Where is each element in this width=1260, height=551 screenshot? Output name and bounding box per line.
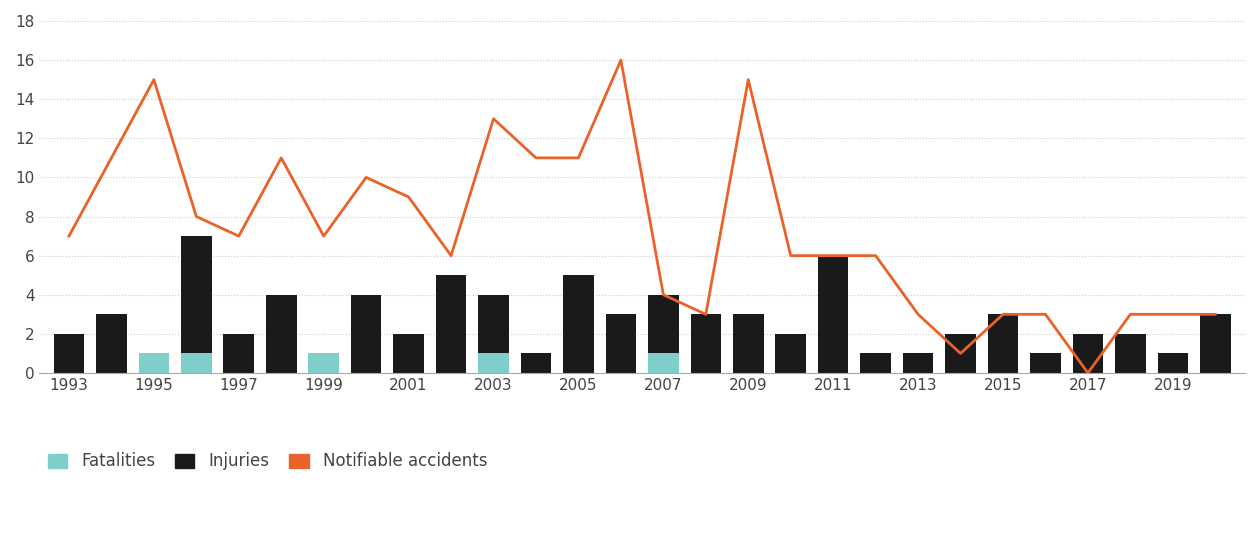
- Bar: [266, 295, 296, 373]
- Bar: [945, 334, 975, 373]
- Bar: [350, 295, 382, 373]
- Bar: [648, 353, 679, 373]
- Bar: [1200, 314, 1231, 373]
- Bar: [690, 314, 721, 373]
- Legend: Fatalities, Injuries, Notifiable accidents: Fatalities, Injuries, Notifiable acciden…: [48, 452, 488, 470]
- Bar: [1115, 334, 1145, 373]
- Bar: [479, 353, 509, 373]
- Bar: [733, 314, 764, 373]
- Bar: [775, 334, 806, 373]
- Bar: [1072, 334, 1104, 373]
- Bar: [563, 275, 593, 373]
- Bar: [393, 334, 423, 373]
- Bar: [223, 334, 255, 373]
- Bar: [181, 353, 212, 373]
- Bar: [139, 353, 169, 373]
- Bar: [606, 314, 636, 373]
- Bar: [309, 353, 339, 373]
- Bar: [139, 353, 169, 373]
- Bar: [861, 353, 891, 373]
- Bar: [309, 353, 339, 373]
- Bar: [1031, 353, 1061, 373]
- Bar: [520, 353, 552, 373]
- Bar: [903, 353, 934, 373]
- Bar: [96, 314, 127, 373]
- Bar: [54, 334, 84, 373]
- Bar: [436, 275, 466, 373]
- Bar: [479, 295, 509, 373]
- Bar: [818, 256, 848, 373]
- Bar: [988, 314, 1018, 373]
- Bar: [181, 236, 212, 373]
- Bar: [648, 295, 679, 373]
- Bar: [1158, 353, 1188, 373]
